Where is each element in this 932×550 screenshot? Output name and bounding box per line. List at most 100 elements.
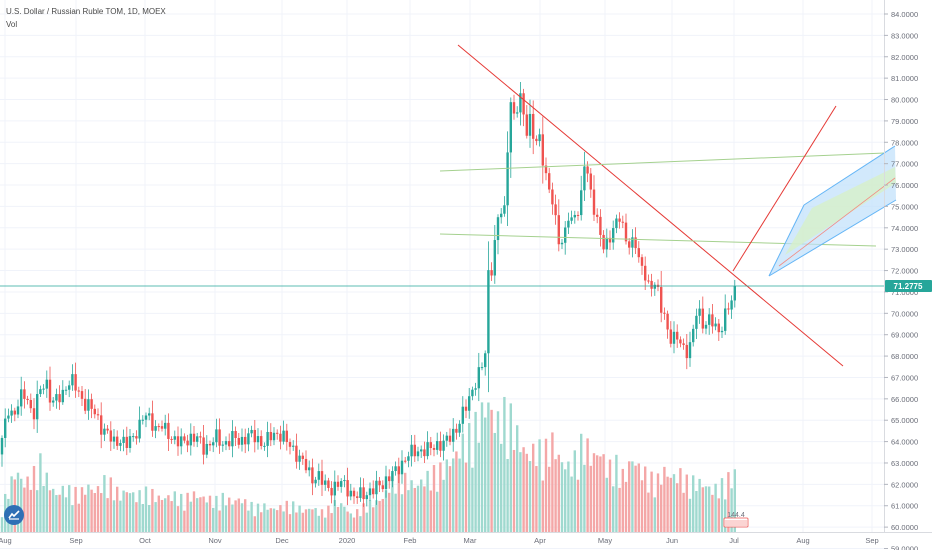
- logo-icon: [8, 510, 20, 520]
- volume-bar: [20, 478, 23, 532]
- candle-body: [346, 480, 349, 497]
- volume-bar: [256, 503, 260, 532]
- candle-body: [724, 308, 727, 331]
- candle-body: [650, 280, 653, 289]
- volume-bar: [308, 508, 311, 532]
- volume-bar: [663, 466, 666, 532]
- volume-bar: [573, 450, 576, 532]
- candle-body: [132, 436, 135, 438]
- candle-body: [308, 467, 311, 471]
- volume-bar: [644, 466, 647, 532]
- volume-bar: [711, 494, 714, 532]
- candle-body: [512, 102, 516, 114]
- volume-bar: [698, 478, 701, 532]
- candle-body: [375, 480, 378, 495]
- channel-edge-upper: [803, 145, 896, 206]
- volume-bar: [400, 494, 404, 532]
- candle-body: [196, 436, 199, 442]
- volume-bar: [544, 438, 548, 532]
- candle-body: [567, 220, 570, 228]
- volume-bar: [416, 485, 420, 532]
- volume-bar: [368, 500, 372, 532]
- candle-body: [551, 189, 554, 205]
- volume-bar: [301, 512, 304, 532]
- y-tick-label: 83.0000: [891, 31, 918, 40]
- candle-body: [436, 441, 439, 450]
- candle-body: [576, 214, 580, 216]
- volume-bar: [356, 509, 359, 532]
- candle-body: [112, 436, 116, 442]
- volume-bar: [288, 514, 292, 532]
- candle-body: [583, 166, 586, 191]
- tradingview-logo[interactable]: [4, 505, 24, 525]
- candle-body: [474, 388, 477, 390]
- volume-bar: [528, 461, 532, 532]
- candle-body: [333, 481, 336, 496]
- volume-bar: [327, 505, 330, 532]
- volume-bar: [77, 503, 80, 532]
- volume-bar: [679, 468, 682, 532]
- volume-badge: [723, 517, 749, 528]
- candle-body: [16, 406, 20, 415]
- volume-bar: [212, 507, 215, 532]
- trend-line-down: [457, 44, 844, 367]
- volume-bar: [455, 451, 458, 532]
- candle-body: [448, 435, 452, 442]
- candle-body: [621, 221, 624, 223]
- volume-bar: [493, 432, 496, 532]
- volume-bar: [426, 470, 429, 532]
- candle-body: [688, 342, 692, 359]
- candle-body: [317, 471, 320, 480]
- candle-body: [407, 456, 410, 461]
- volume-bar: [16, 472, 20, 532]
- volume-bar: [720, 478, 724, 532]
- volume-bar: [429, 490, 432, 532]
- volume-bar: [436, 491, 439, 532]
- candle-body: [628, 241, 631, 248]
- x-tick-label: Apr: [534, 536, 546, 545]
- volume-bar: [407, 490, 410, 532]
- candle-body: [634, 237, 637, 249]
- candle-body: [4, 418, 7, 438]
- candle-body: [586, 166, 589, 174]
- candle-body: [442, 440, 445, 451]
- candle-body: [180, 436, 183, 447]
- channel-edge-lower: [768, 199, 897, 277]
- volume-bar: [628, 461, 631, 532]
- candle-body: [388, 476, 391, 482]
- volume-bar: [653, 497, 656, 532]
- volume-bar: [362, 503, 365, 532]
- candle-body: [560, 242, 564, 245]
- volume-bar: [618, 487, 621, 532]
- volume-bar: [532, 443, 535, 532]
- candle-body: [288, 442, 292, 447]
- candle-body: [45, 379, 48, 389]
- candle-body: [720, 330, 724, 333]
- candle-body: [426, 442, 429, 457]
- candle-body: [87, 399, 90, 411]
- candle-body: [528, 113, 532, 136]
- candle-body: [292, 445, 295, 447]
- volume-bar: [269, 508, 272, 532]
- volume-bar: [564, 469, 567, 532]
- volume-bar: [474, 411, 477, 532]
- y-tick-label: 76.0000: [891, 181, 918, 190]
- volume-bar: [397, 468, 400, 532]
- volume-bar: [631, 461, 634, 532]
- candle-body: [423, 449, 426, 457]
- volume-bar: [621, 468, 624, 532]
- candle-body: [228, 441, 231, 447]
- x-tick-label: Mar: [464, 536, 477, 545]
- candle-body: [29, 400, 32, 409]
- volume-bar: [484, 417, 487, 532]
- candle-body: [608, 237, 612, 243]
- volume-bar: [176, 506, 180, 532]
- candle-body: [484, 353, 487, 368]
- candle-body: [522, 93, 525, 115]
- candle-body: [525, 114, 528, 136]
- volume-bar: [138, 490, 141, 532]
- volume-bar: [410, 480, 413, 532]
- candle-body: [599, 216, 602, 235]
- volume-bar: [509, 403, 512, 532]
